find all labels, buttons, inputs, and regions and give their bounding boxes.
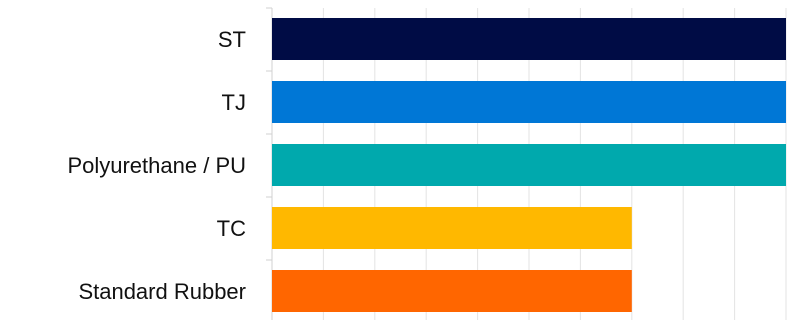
- category-label: Polyurethane / PU: [67, 153, 246, 178]
- category-label: Standard Rubber: [78, 279, 246, 304]
- category-labels: ST TJ Polyurethane / PU TC Standard Rubber: [67, 27, 246, 304]
- category-label: TC: [217, 216, 246, 241]
- bar-st: [272, 18, 786, 60]
- bar-tc: [272, 207, 632, 249]
- bar-tj: [272, 81, 786, 123]
- category-label: TJ: [222, 90, 246, 115]
- bar-polyurethane-pu: [272, 144, 786, 186]
- category-label: ST: [218, 27, 246, 52]
- bars: [272, 18, 786, 312]
- bar-standard-rubber: [272, 270, 632, 312]
